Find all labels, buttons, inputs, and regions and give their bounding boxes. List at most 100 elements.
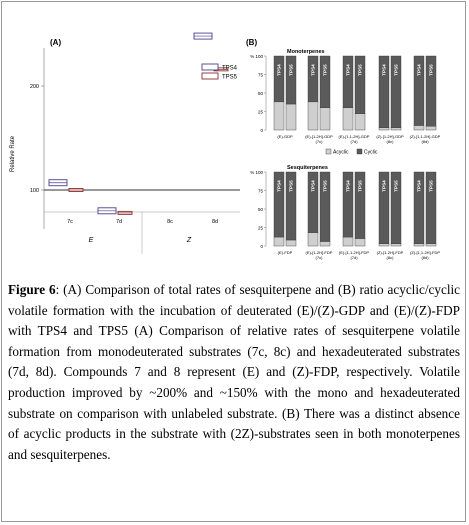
bar-label-tps5: TPS5: [358, 180, 363, 192]
bar-acyclic-tps5: [425, 126, 437, 131]
caption-text: : (A) Comparison of total rates of sesqu…: [8, 282, 460, 462]
bar-label-tps5: TPS5: [323, 64, 328, 76]
legend-label-tps4: TPS4: [222, 66, 238, 72]
y-tick-label: 100: [30, 188, 39, 194]
bar-label-tps5: TPS5: [394, 64, 399, 76]
panel-a-legend: TPS4 TPS5: [201, 63, 238, 81]
y-tick-label: 75: [258, 72, 264, 77]
bar-label-tps4: TPS4: [417, 64, 422, 76]
x-tick-label-8d: 8d: [212, 219, 218, 225]
group-sublabel: (8c): [387, 139, 395, 144]
legend-swatch-cyclic: [356, 148, 363, 155]
bar-acyclic-tps5: [390, 243, 402, 247]
bar-label-tps5: TPS5: [289, 180, 294, 192]
panel-a-marks: [48, 32, 229, 215]
panel-b-label: (B): [246, 38, 257, 47]
figure-area: (A) Relative Rate 1002003007c7d8c8dEZ TP…: [4, 4, 465, 272]
bar-label-tps5: TPS5: [358, 64, 363, 76]
bar-acyclic-tps5: [319, 241, 331, 247]
y-tick-label: 25: [258, 109, 264, 114]
legend-label-acyclic: Acyclic: [333, 150, 349, 156]
bar-label-tps4: TPS4: [277, 64, 282, 76]
bar-acyclic-tps4: [307, 232, 319, 247]
group-label: (E)-[1-2H]-FDP: [306, 250, 333, 255]
group-sublabel: (7c): [316, 139, 324, 144]
legend-swatch-tps5: [201, 72, 219, 80]
bar-cyclic-tps4: [273, 55, 285, 103]
bar-acyclic-tps4: [342, 236, 354, 247]
bar-acyclic-tps5: [354, 113, 366, 131]
bar-label-tps4: TPS4: [277, 180, 282, 192]
bar-label-tps4: TPS4: [311, 64, 316, 76]
y-tick-label: % 100: [250, 54, 263, 59]
sesquiterpenes-title: Sesquiterpenes: [287, 165, 328, 171]
bar-acyclic-tps5: [425, 243, 437, 247]
group-label: (E)-[1-2H]-GDP: [305, 134, 333, 139]
y-tick-label: 50: [258, 91, 264, 96]
bar-acyclic-tps5: [285, 103, 297, 131]
bar-acyclic-tps5: [285, 239, 297, 247]
group-sublabel: (7c): [316, 255, 324, 260]
bar-cyclic-tps4: [307, 55, 319, 103]
bar-acyclic-tps4: [413, 243, 425, 247]
y-tick-label: 0: [260, 128, 263, 133]
bar-label-tps4: TPS4: [382, 180, 387, 192]
group-label: (Z)-[1-2H]-GDP: [376, 134, 404, 139]
x-tick-label-8c: 8c: [167, 219, 173, 225]
monoterpenes-title: Monoterpenes: [287, 49, 325, 55]
bar-acyclic-tps4: [378, 127, 390, 131]
bar-acyclic-tps5: [390, 127, 402, 131]
monoterpenes-chart: % 100 75 50 25 0 TPS4 TPS5 (E)-GDP TPS4 TPS5 (E)-[…: [250, 54, 440, 144]
bar-acyclic-tps4: [273, 236, 285, 247]
bar-label-tps5: TPS5: [429, 64, 434, 76]
group-sublabel: (8c): [387, 255, 395, 260]
bar-acyclic-tps4: [273, 101, 285, 131]
sesquiterpenes-chart: % 100 75 50 25 0 TPS4 TPS5 (E)-FDP TPS4 TPS5 (E)-[…: [250, 170, 440, 260]
bar-acyclic-tps5: [319, 107, 331, 131]
caption-figure-label: Figure 6: [8, 282, 56, 297]
group-sublabel: (8d): [421, 255, 429, 260]
group-label-e: E: [89, 237, 94, 244]
figure-svg: (A) Relative Rate 1002003007c7d8c8dEZ TP…: [10, 32, 441, 260]
group-label: (Z)-[1-2H]-FDP: [377, 250, 404, 255]
y-tick-label: 50: [258, 207, 264, 212]
panel-a-ylabel: Relative Rate: [10, 135, 16, 172]
bar-label-tps4: TPS4: [346, 180, 351, 192]
legend-swatch-acyclic: [325, 148, 332, 155]
bar-cyclic-tps5: [319, 55, 331, 108]
bar-label-tps4: TPS4: [311, 180, 316, 192]
y-tick-label: % 100: [250, 170, 263, 175]
bar-label-tps4: TPS4: [417, 180, 422, 192]
legend-swatch-tps4: [201, 63, 219, 71]
bar-label-tps4: TPS4: [346, 64, 351, 76]
bar-acyclic-tps4: [413, 125, 425, 131]
legend-label-tps5: TPS5: [222, 75, 238, 81]
group-sublabel: (7d): [350, 255, 358, 260]
bar-label-tps4: TPS4: [382, 64, 387, 76]
group-label: (E)-[1,1-2H]-GDP: [339, 134, 370, 139]
group-label: (E)-FDP: [278, 250, 293, 255]
group-label: (Z)-[1,1-2H]-FDP: [410, 250, 440, 255]
panel-a-axes: 1002003007c7d8c8dEZ: [30, 48, 240, 254]
bar-label-tps5: TPS5: [323, 180, 328, 192]
y-tick-label: 0: [260, 244, 263, 249]
group-sublabel: (8d): [421, 139, 429, 144]
panel-a-label: (A): [50, 38, 61, 47]
bar-label-tps5: TPS5: [289, 64, 294, 76]
legend-label-cyclic: Cyclic: [364, 150, 378, 156]
bar-acyclic-tps4: [307, 101, 319, 131]
group-sublabel: (7d): [350, 139, 358, 144]
y-tick-label: 200: [30, 84, 39, 90]
y-tick-label: 25: [258, 225, 264, 230]
x-tick-label-7d: 7d: [116, 219, 122, 225]
bar-label-tps5: TPS5: [429, 180, 434, 192]
group-label: (Z)-[1,1-2H]-GDP: [410, 134, 441, 139]
bar-cyclic-tps4: [342, 55, 354, 108]
bar-acyclic-tps4: [378, 243, 390, 247]
group-label: (E)-[1,1-2H]-FDP: [339, 250, 370, 255]
bar-cyclic-tps5: [285, 55, 297, 105]
panel-b-legend: Acyclic Cyclic: [325, 148, 378, 156]
y-tick-label: 75: [258, 188, 264, 193]
bar-label-tps5: TPS5: [394, 180, 399, 192]
